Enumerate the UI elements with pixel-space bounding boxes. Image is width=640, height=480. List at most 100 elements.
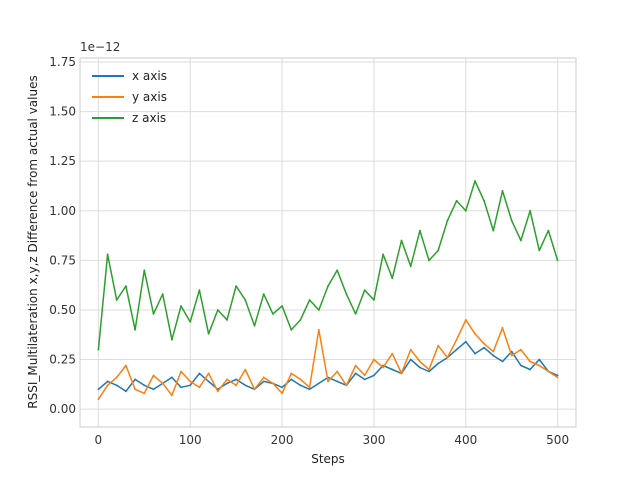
data-point	[327, 380, 329, 383]
data-point	[483, 342, 485, 345]
data-point	[437, 344, 440, 347]
data-point	[336, 370, 339, 373]
data-point	[189, 380, 192, 383]
data-point	[529, 368, 531, 371]
data-point	[529, 209, 531, 212]
data-point	[419, 360, 421, 363]
data-point	[529, 360, 531, 363]
data-point	[501, 326, 504, 329]
data-point	[538, 358, 541, 361]
data-point	[428, 370, 430, 373]
data-point	[373, 374, 375, 377]
data-point	[216, 309, 219, 311]
series-y-axis	[97, 319, 559, 401]
data-point	[180, 370, 182, 373]
plot-area	[80, 58, 576, 427]
data-point	[198, 386, 201, 389]
data-point	[464, 209, 467, 212]
y-tick-label: 1.00	[49, 204, 76, 218]
data-point	[336, 380, 339, 383]
data-point	[106, 253, 109, 256]
data-point	[134, 378, 137, 381]
data-point	[354, 364, 357, 367]
data-point	[483, 199, 485, 202]
data-point	[134, 328, 137, 331]
data-point	[115, 376, 118, 379]
data-point	[290, 378, 293, 381]
data-point	[97, 398, 100, 401]
plot-frame	[79, 57, 577, 428]
y-tick-label: 0.25	[49, 353, 76, 367]
data-point	[299, 319, 302, 321]
data-point	[409, 265, 412, 268]
data-point	[171, 338, 173, 341]
data-point	[253, 324, 256, 327]
data-point	[317, 382, 320, 385]
data-point	[492, 350, 495, 353]
data-point	[152, 388, 155, 391]
data-point	[262, 293, 265, 295]
grid	[80, 58, 576, 427]
data-point	[520, 348, 522, 351]
data-point	[281, 305, 283, 307]
data-point	[428, 368, 430, 371]
data-point	[171, 376, 173, 379]
data-point	[556, 259, 559, 262]
x-tick-label: 0	[95, 433, 103, 447]
data-point	[272, 313, 274, 315]
data-point	[235, 378, 238, 381]
data-point	[180, 386, 182, 389]
data-point	[125, 364, 127, 367]
y-tick-label: 0.50	[49, 303, 76, 317]
data-point	[281, 392, 283, 395]
data-point	[308, 388, 311, 391]
data-point	[520, 239, 522, 242]
data-point	[327, 285, 329, 287]
data-point	[290, 328, 293, 331]
data-point	[161, 293, 164, 295]
y-axis-label: RSSI_Multilateration x,y,z Difference fr…	[26, 75, 40, 408]
data-point	[409, 358, 412, 361]
data-point	[446, 219, 449, 222]
data-point	[492, 229, 495, 232]
y-offset-label: 1e−12	[80, 40, 120, 54]
data-point	[363, 289, 366, 291]
data-point	[152, 374, 155, 377]
data-point	[134, 388, 137, 391]
data-point	[373, 299, 375, 301]
data-point	[437, 362, 440, 365]
data-point	[207, 372, 210, 375]
data-point	[161, 382, 164, 385]
x-tick-label: 300	[362, 433, 385, 447]
data-point	[308, 299, 311, 301]
data-point	[363, 374, 366, 377]
data-point	[483, 346, 485, 349]
data-point	[547, 229, 550, 232]
data-point	[226, 382, 228, 385]
data-point	[262, 376, 265, 379]
data-point	[520, 364, 522, 367]
data-point	[244, 368, 247, 371]
data-point	[336, 269, 339, 272]
legend: x axis y axis z axis	[92, 69, 167, 125]
data-point	[308, 386, 311, 389]
data-point	[538, 364, 541, 367]
data-point	[226, 378, 228, 381]
data-point	[207, 380, 210, 383]
data-point	[345, 384, 348, 387]
data-point	[354, 313, 357, 315]
data-point	[400, 239, 403, 242]
data-point	[317, 309, 320, 311]
data-point	[474, 180, 476, 182]
data-point	[510, 219, 513, 222]
data-point	[115, 384, 118, 387]
data-point	[455, 199, 458, 202]
data-point	[373, 358, 375, 361]
legend-label-x: x axis	[132, 69, 167, 83]
data-point	[272, 382, 274, 385]
data-point	[345, 293, 348, 295]
data-point	[97, 348, 100, 351]
data-point	[428, 259, 430, 262]
legend-label-z: z axis	[132, 111, 166, 125]
